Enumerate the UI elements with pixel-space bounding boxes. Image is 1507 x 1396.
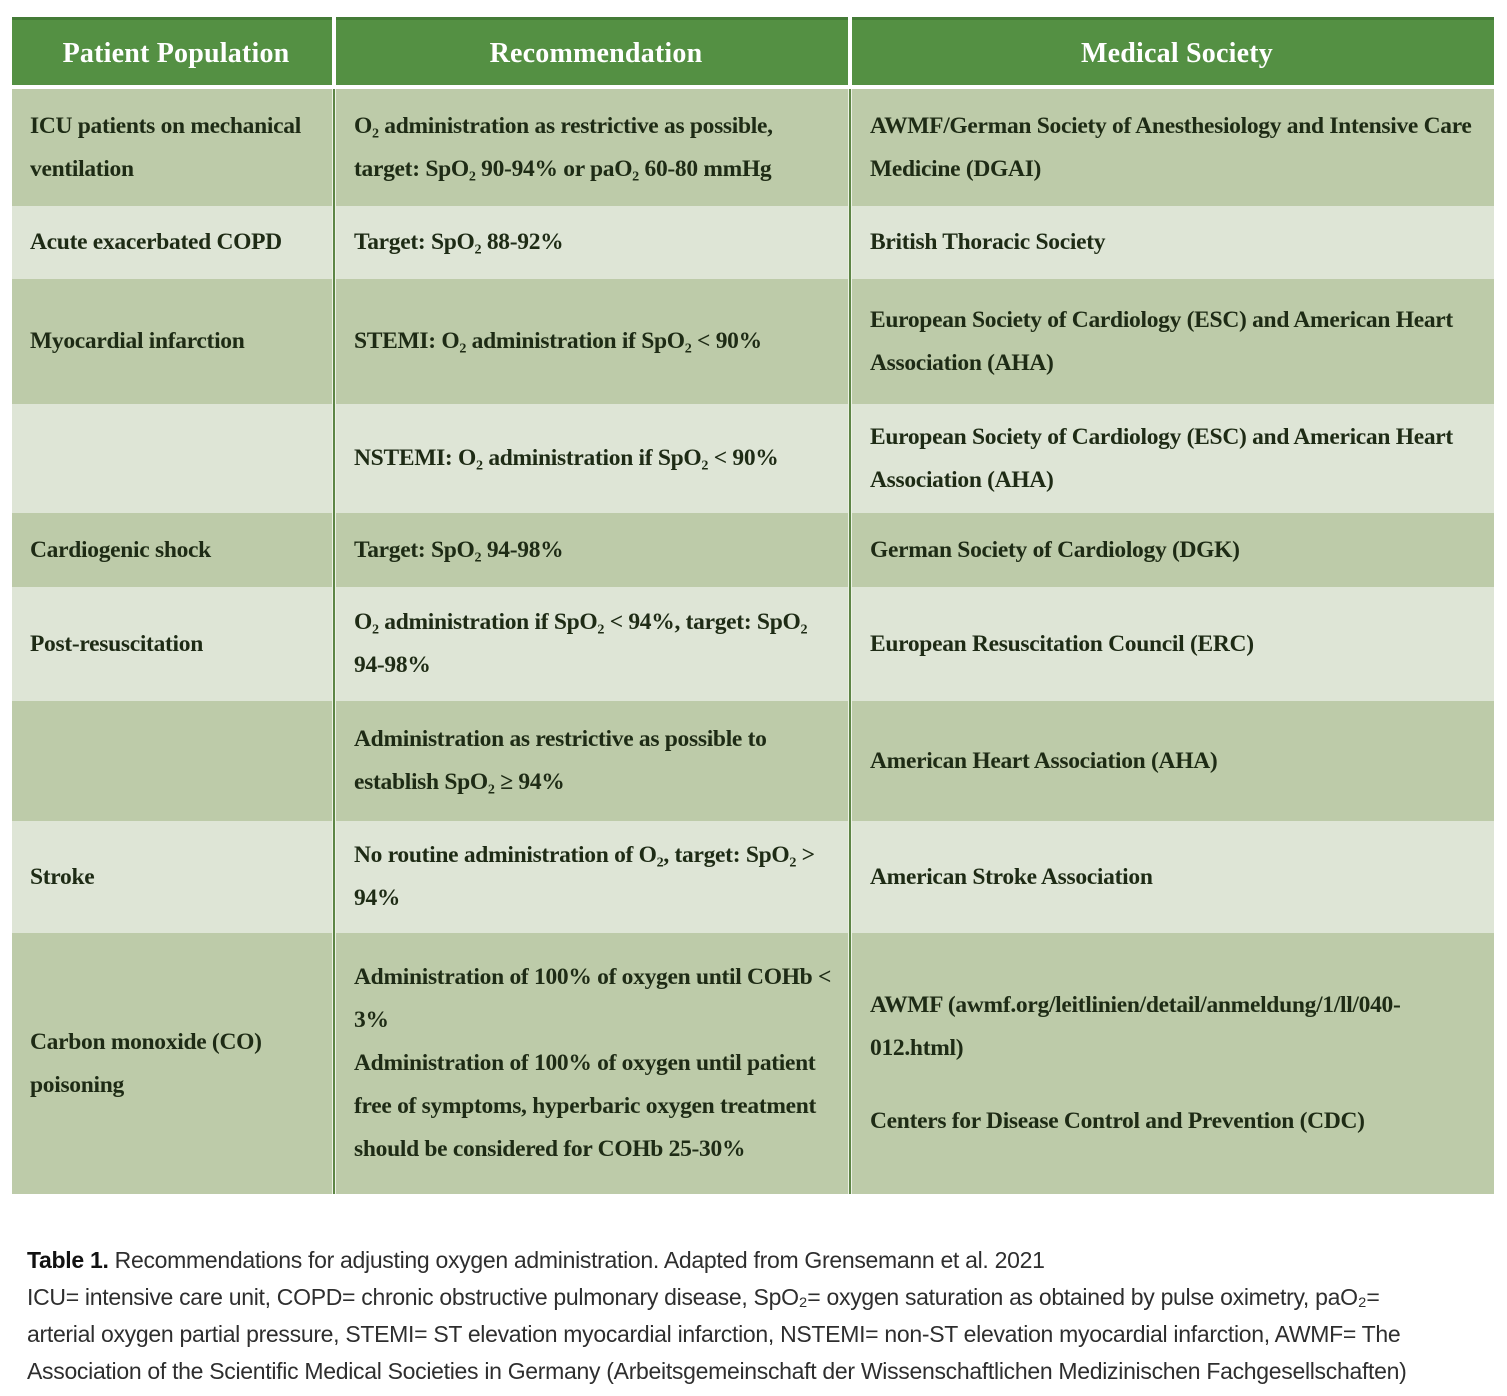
- column-separator: [848, 206, 852, 279]
- column-separator: [332, 206, 336, 279]
- population-cell: ICU patients on mechanical ventilation: [12, 89, 332, 206]
- header-row: Patient Population Recommendation Medica…: [12, 17, 1494, 85]
- column-separator: [332, 89, 336, 206]
- society-cell: European Resuscitation Council (ERC): [852, 587, 1494, 701]
- table-row: ICU patients on mechanical ventilation O…: [12, 89, 1494, 206]
- caption-title-line: Table 1. Recommendations for adjusting o…: [27, 1242, 1443, 1279]
- column-separator: [848, 701, 852, 821]
- society-cell: AWMF/German Society of Anesthesiology an…: [852, 89, 1494, 206]
- society-text: British Thoracic Society: [870, 229, 1106, 255]
- column-separator: [848, 404, 852, 513]
- population-text: Myocardial infarction: [30, 328, 245, 354]
- population-cell: Stroke: [12, 821, 332, 933]
- table-row: Administration as restrictive as possibl…: [12, 701, 1494, 821]
- header-cell-recommendation: Recommendation: [489, 37, 703, 69]
- population-cell: Myocardial infarction: [12, 279, 332, 404]
- population-cell: Carbon monoxide (CO) poisoning: [12, 933, 332, 1194]
- society-text: European Society of Cardiology (ESC) and…: [870, 423, 1453, 493]
- recommendation-text: Administration as restrictive as possibl…: [354, 726, 767, 795]
- recommendation-cell: NSTEMI: O₂ administration if SpO₂ < 90%: [336, 404, 848, 513]
- society-cell: European Society of Cardiology (ESC) and…: [852, 404, 1494, 513]
- column-separator: [848, 17, 852, 85]
- recommendation-cell: O₂ administration as restrictive as poss…: [336, 89, 848, 206]
- recommendation-text: STEMI: O₂ administration if SpO₂ < 90%: [354, 328, 762, 354]
- table-row: Stroke No routine administration of O₂, …: [12, 821, 1494, 933]
- society-cell: American Stroke Association: [852, 821, 1494, 933]
- column-separator: [332, 701, 336, 821]
- table-row: Myocardial infarction STEMI: O₂ administ…: [12, 279, 1494, 404]
- society-text: AWMF/German Society of Anesthesiology an…: [870, 112, 1472, 182]
- population-text: Post-resuscitation: [30, 630, 204, 657]
- recommendation-cell: Administration as restrictive as possibl…: [336, 701, 848, 821]
- society-cell: European Society of Cardiology (ESC) and…: [852, 279, 1494, 404]
- recommendation-cell: Target: SpO₂ 94-98%: [336, 513, 848, 587]
- recommendation-cell: STEMI: O₂ administration if SpO₂ < 90%: [336, 279, 848, 404]
- column-separator: [848, 89, 852, 206]
- column-separator: [848, 279, 852, 404]
- society-text: European Resuscitation Council (ERC): [870, 630, 1254, 657]
- recommendations-table: Patient Population Recommendation Medica…: [12, 17, 1494, 1194]
- population-cell: [12, 404, 332, 513]
- population-cell: Acute exacerbated COPD: [12, 206, 332, 279]
- table-caption: Table 1. Recommendations for adjusting o…: [27, 1242, 1443, 1396]
- column-separator: [332, 513, 336, 587]
- population-text: Cardiogenic shock: [30, 536, 211, 563]
- column-separator: [332, 933, 336, 1194]
- table-row: Carbon monoxide (CO) poisoning Administr…: [12, 933, 1494, 1194]
- recommendation-text: Target: SpO₂ 88-92%: [354, 229, 564, 255]
- population-text: Acute exacerbated COPD: [30, 229, 282, 255]
- society-text: American Stroke Association: [870, 863, 1153, 890]
- recommendation-cell: O₂ administration if SpO₂ < 94%, target:…: [336, 587, 848, 701]
- society-text: German Society of Cardiology (DGK): [870, 536, 1240, 563]
- population-text: Stroke: [30, 863, 95, 890]
- recommendation-text: No routine administration of O₂, target:…: [354, 842, 815, 911]
- caption-label: Table 1.: [27, 1247, 109, 1273]
- column-separator: [848, 587, 852, 701]
- population-text: Carbon monoxide (CO) poisoning: [30, 1028, 262, 1098]
- population-cell: Cardiogenic shock: [12, 513, 332, 587]
- recommendation-text: O₂ administration as restrictive as poss…: [354, 112, 773, 182]
- header-cell-medical-society: Medical Society: [1081, 37, 1273, 69]
- table-row: Cardiogenic shock Target: SpO₂ 94-98% Ge…: [12, 513, 1494, 587]
- column-separator: [332, 279, 336, 404]
- column-separator: [848, 821, 852, 933]
- recommendation-cell: Administration of 100% of oxygen until C…: [336, 933, 848, 1194]
- society-cell: British Thoracic Society: [852, 206, 1494, 279]
- header-cell-patient-population: Patient Population: [62, 37, 290, 69]
- society-cell: American Heart Association (AHA): [852, 701, 1494, 821]
- recommendation-text: NSTEMI: O₂ administration if SpO₂ < 90%: [354, 445, 779, 471]
- table-row: Post-resuscitation O₂ administration if …: [12, 587, 1494, 701]
- caption-abbreviations: ICU= intensive care unit, COPD= chronic …: [27, 1284, 1407, 1384]
- recommendation-text: Administration of 100% of oxygen until C…: [354, 964, 832, 1033]
- population-text: ICU patients on mechanical ventilation: [30, 112, 301, 182]
- society-cell: German Society of Cardiology (DGK): [852, 513, 1494, 587]
- society-text: Centers for Disease Control and Preventi…: [870, 1108, 1365, 1134]
- society-text: American Heart Association (AHA): [870, 747, 1218, 774]
- recommendation-cell: Target: SpO₂ 88-92%: [336, 206, 848, 279]
- population-cell: Post-resuscitation: [12, 587, 332, 701]
- population-cell: [12, 701, 332, 821]
- column-separator: [332, 587, 336, 701]
- recommendation-text: Target: SpO₂ 94-98%: [354, 536, 564, 563]
- column-separator: [332, 404, 336, 513]
- society-text: European Society of Cardiology (ESC) and…: [870, 306, 1453, 376]
- recommendation-text: O₂ administration if SpO₂ < 94%, target:…: [354, 609, 808, 678]
- table-row: Acute exacerbated COPD Target: SpO₂ 88-9…: [12, 206, 1494, 279]
- column-separator: [848, 513, 852, 587]
- society-text: AWMF (awmf.org/leitlinien/detail/anmeldu…: [870, 992, 1401, 1061]
- column-separator: [332, 821, 336, 933]
- society-cell: AWMF (awmf.org/leitlinien/detail/anmeldu…: [852, 933, 1494, 1194]
- recommendation-cell: No routine administration of O₂, target:…: [336, 821, 848, 933]
- caption-title: Recommendations for adjusting oxygen adm…: [114, 1247, 1045, 1273]
- recommendation-text: Administration of 100% of oxygen until p…: [354, 1050, 817, 1162]
- column-separator: [848, 933, 852, 1194]
- column-separator: [332, 17, 336, 85]
- table-row: NSTEMI: O₂ administration if SpO₂ < 90% …: [12, 404, 1494, 513]
